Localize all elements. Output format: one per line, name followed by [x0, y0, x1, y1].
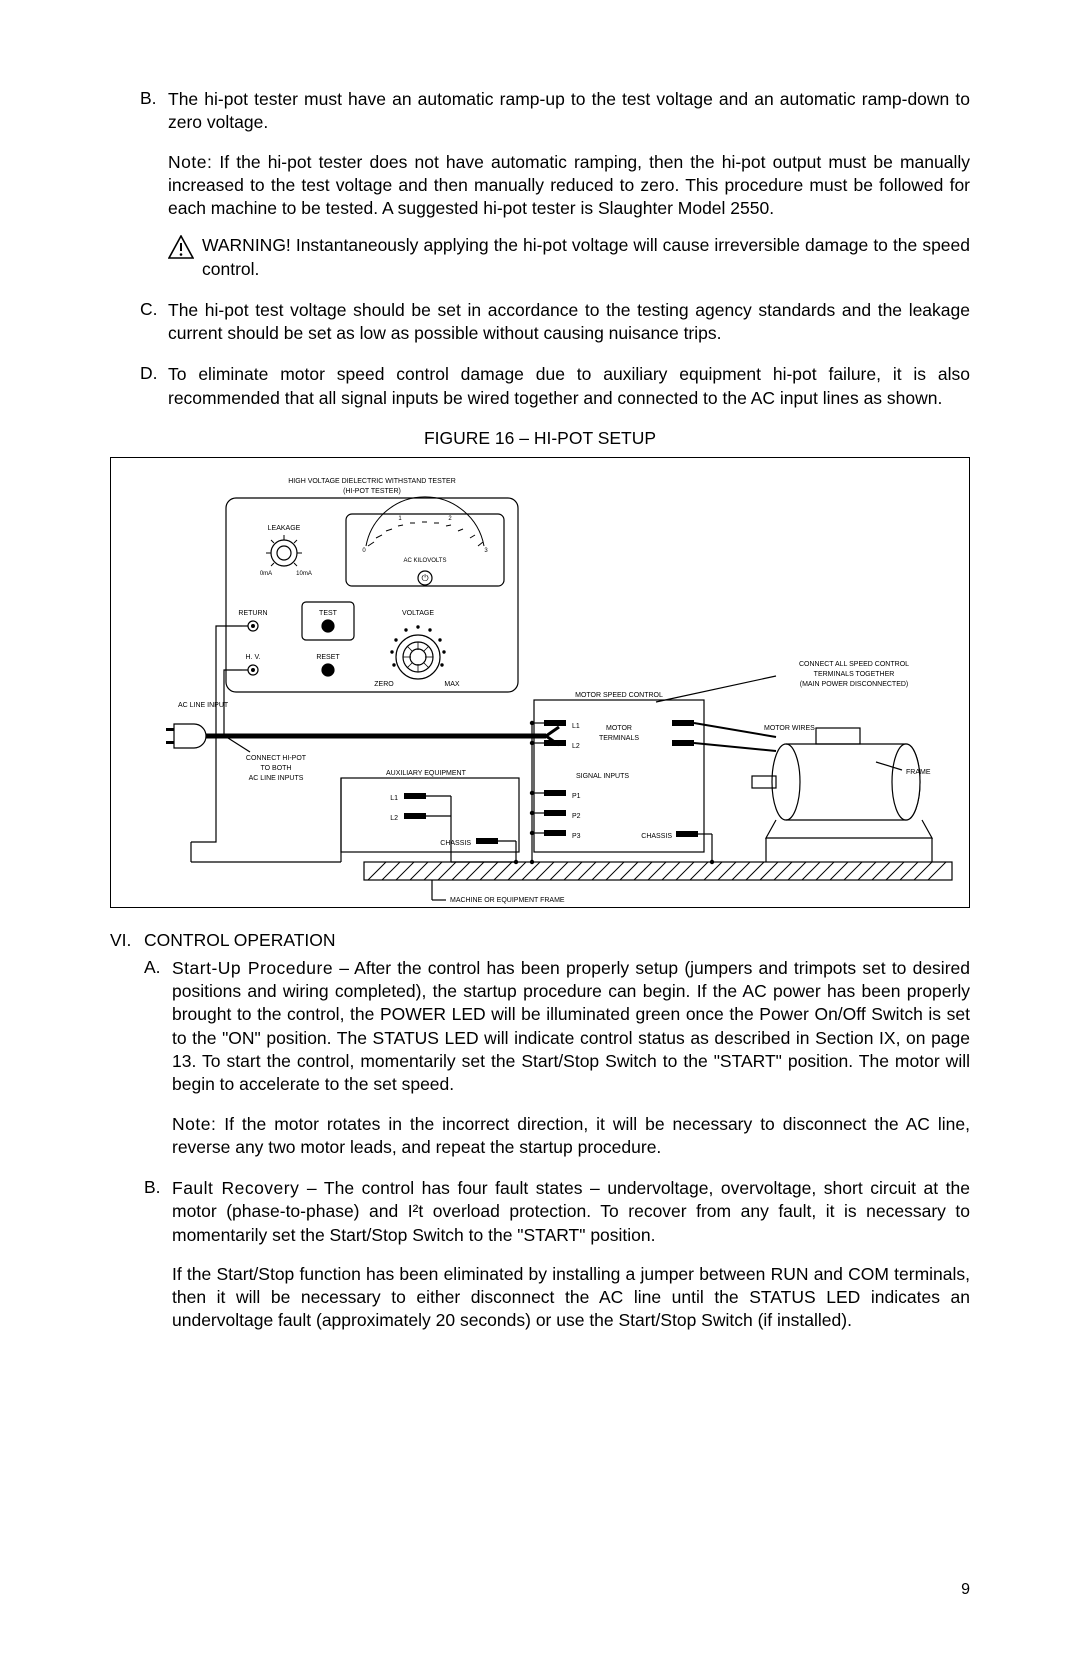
msc-l1: L1: [572, 723, 580, 730]
note-text-b: If the hi-pot tester does not have autom…: [168, 152, 970, 219]
connect-all-3: (MAIN POWER DISCONNECTED): [800, 681, 909, 688]
motor-term1: MOTOR: [606, 725, 632, 732]
tester-return: RETURN: [238, 610, 267, 617]
machine-frame-label: MACHINE OR EQUIPMENT FRAME: [450, 897, 565, 904]
motor-term2: TERMINALS: [599, 735, 639, 742]
tester-title1: HIGH VOLTAGE DIELECTRIC WITHSTAND TESTER: [288, 478, 456, 485]
power-icon: ⏻: [421, 573, 428, 583]
meter-3: 3: [484, 548, 488, 554]
connect-hipot-3: AC LINE INPUTS: [249, 775, 304, 782]
msc-label: MOTOR SPEED CONTROL: [575, 692, 663, 699]
msc-p3: P3: [572, 833, 581, 840]
hi-pot-setup-diagram: HIGH VOLTAGE DIELECTRIC WITHSTAND TESTER…: [116, 462, 964, 907]
warning-text: Instantaneously applying the hi-pot volt…: [202, 235, 970, 278]
msc-chassis: CHASSIS: [641, 833, 672, 840]
aux-l1: L1: [390, 795, 398, 802]
connect-hipot-1: CONNECT HI-POT: [246, 755, 307, 762]
tester-leakage-label: LEAKAGE: [268, 525, 301, 532]
sec6-a-note-text: If the motor rotates in the incorrect di…: [172, 1114, 970, 1157]
connect-all-2: TERMINALS TOGETHER: [814, 671, 895, 678]
section-6-head: VI. CONTROL OPERATION: [110, 930, 970, 951]
tester-reset: RESET: [316, 654, 340, 661]
msc-l2: L2: [572, 743, 580, 750]
note-label-b: Note:: [168, 152, 212, 172]
aux-l2: L2: [390, 815, 398, 822]
meter-2: 2: [448, 516, 452, 522]
figure-16: HIGH VOLTAGE DIELECTRIC WITHSTAND TESTER…: [110, 457, 970, 908]
item-b-note: Note: If the hi-pot tester does not have…: [168, 151, 970, 221]
meter-0: 0: [362, 548, 366, 554]
aux-label: AUXILIARY EQUIPMENT: [386, 770, 467, 777]
sec6-item-b: B. Fault Recovery – The control has four…: [144, 1177, 970, 1333]
connect-all-1: CONNECT ALL SPEED CONTROL: [799, 661, 909, 668]
sec6-a-note-label: Note:: [172, 1114, 216, 1134]
figure-caption: FIGURE 16 – HI-POT SETUP: [110, 428, 970, 449]
page-number: 9: [961, 1581, 970, 1599]
tester-title2: (HI-POT TESTER): [343, 488, 401, 495]
sec6-b-extra: If the Start/Stop function has been elim…: [172, 1263, 970, 1333]
list-letter-c: C.: [140, 299, 158, 320]
tester-max: MAX: [444, 681, 460, 688]
signal-inputs-label: SIGNAL INPUTS: [576, 773, 629, 780]
meter-1: 1: [398, 516, 402, 522]
sec6-item-a: A. Start-Up Procedure – After the contro…: [144, 957, 970, 1159]
item-b-text: The hi-pot tester must have an automatic…: [168, 88, 970, 135]
section-6-title: CONTROL OPERATION: [144, 930, 336, 951]
list-letter-d: D.: [140, 363, 158, 384]
item-c-text: The hi-pot test voltage should be set in…: [168, 299, 970, 346]
tester-zero: ZERO: [374, 681, 394, 688]
aux-chassis: CHASSIS: [440, 840, 471, 847]
warning-label: WARNING!: [202, 235, 291, 255]
motor-frame-label: FRAME: [906, 769, 931, 776]
list-item-b: B. The hi-pot tester must have an automa…: [140, 88, 970, 281]
motor-wires-label: MOTOR WIRES: [764, 725, 815, 732]
tester-voltage: VOLTAGE: [402, 610, 434, 617]
list-item-d: D. To eliminate motor speed control dama…: [140, 363, 970, 410]
warning-triangle-icon: [168, 235, 194, 259]
item-d-text: To eliminate motor speed control damage …: [168, 363, 970, 410]
meter-kv: AC KILOVOLTS: [404, 558, 447, 564]
tester-10ma: 10mA: [296, 571, 312, 577]
sec6-letter-b: B.: [144, 1177, 161, 1198]
tester-test: TEST: [319, 610, 338, 617]
ac-line-input-label: AC LINE INPUT: [178, 702, 229, 709]
tester-0ma: 0mA: [260, 571, 272, 577]
list-item-c: C. The hi-pot test voltage should be set…: [140, 299, 970, 346]
msc-p2: P2: [572, 813, 581, 820]
tester-hv: H. V.: [246, 654, 261, 661]
sec6-a-lead: Start-Up Procedure: [172, 958, 333, 978]
sec6-letter-a: A.: [144, 957, 161, 978]
sec6-a-text: – After the control has been properly se…: [172, 958, 970, 1094]
warning-row: WARNING! Instantaneously applying the hi…: [168, 234, 970, 281]
msc-p1: P1: [572, 793, 581, 800]
section-6-roman: VI.: [110, 930, 144, 951]
sec6-b-lead: Fault Recovery: [172, 1178, 299, 1198]
list-letter-b: B.: [140, 88, 157, 109]
connect-hipot-2: TO BOTH: [261, 765, 292, 772]
